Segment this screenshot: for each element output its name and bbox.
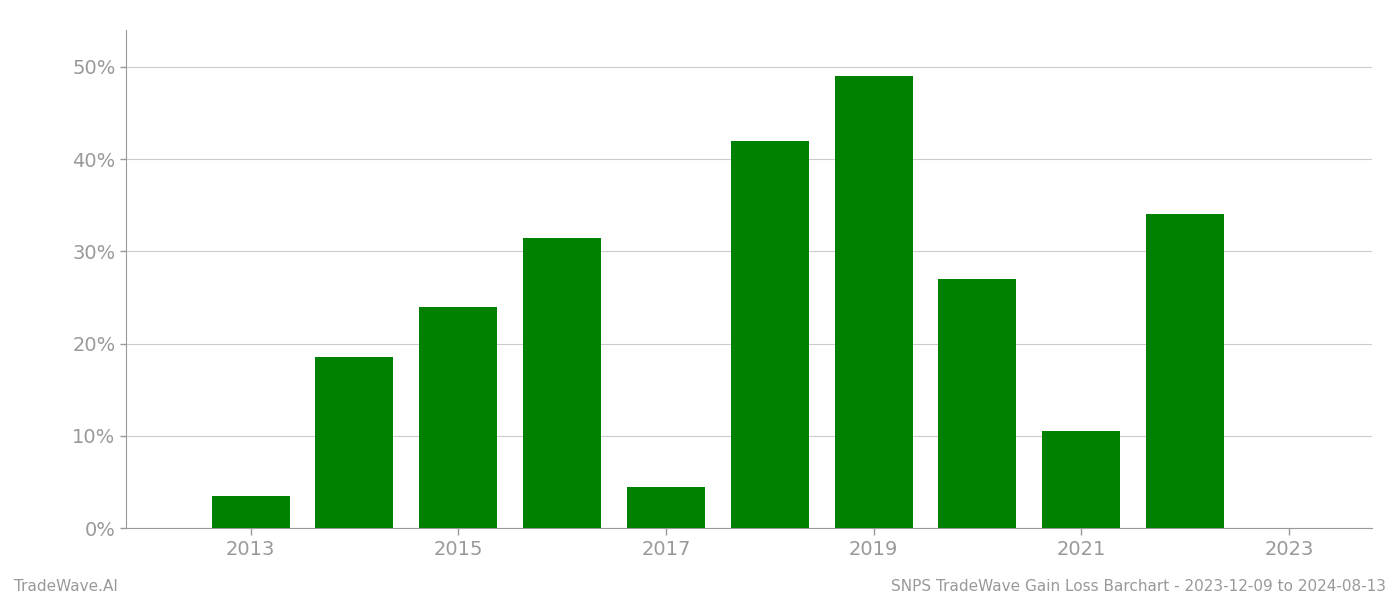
Bar (420, 307, 497, 528)
Text: SNPS TradeWave Gain Loss Barchart - 2023-12-09 to 2024-08-13: SNPS TradeWave Gain Loss Barchart - 2023… (890, 579, 1386, 594)
Bar (834, 76, 913, 528)
Bar (938, 279, 1016, 528)
Bar (1043, 431, 1120, 528)
Bar (524, 238, 601, 528)
Bar (627, 487, 704, 528)
Bar (731, 140, 809, 528)
Bar (315, 358, 393, 528)
Bar (1147, 214, 1224, 528)
Bar (211, 496, 290, 528)
Text: TradeWave.AI: TradeWave.AI (14, 579, 118, 594)
